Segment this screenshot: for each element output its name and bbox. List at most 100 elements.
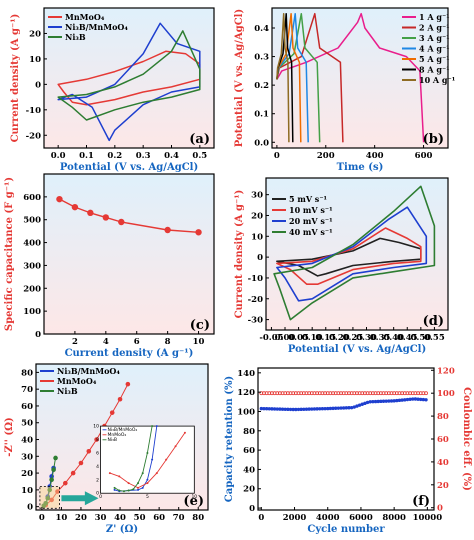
legend-label-a: Ni₃B/MnMoO₄ [65, 22, 128, 32]
x-tick-label-c: 8 [165, 337, 171, 347]
y-tick-label-e: 80 [21, 368, 33, 378]
x-tick-label-b: 600 [415, 151, 433, 161]
legend-label-b: 1 A g⁻¹ [419, 12, 450, 22]
x-tick-label-b: 400 [366, 151, 384, 161]
capacitance-point-c [56, 195, 63, 203]
retention-point-f [275, 407, 279, 411]
inset-point [146, 478, 149, 481]
retention-point-f [419, 397, 423, 402]
retention-point-f [310, 407, 314, 411]
legend-label-e: Ni₃B [57, 386, 78, 396]
inset-point [122, 490, 125, 493]
y2-tick-label-f: 100 [437, 389, 455, 399]
capacitance-point-c [164, 226, 171, 234]
y-tick-label-d: 30 [251, 191, 263, 201]
retention-point-f [395, 398, 399, 403]
retention-point-f [397, 398, 402, 403]
x-tick-label-d: 0.30 [356, 333, 377, 343]
nyquist-point-e [45, 495, 51, 501]
retention-point-f [357, 403, 362, 407]
nyquist-point-e [47, 487, 52, 493]
capacitance-point-c [87, 209, 94, 217]
x-axis-title-d: Potential (V vs. Ag/AgCl) [288, 344, 426, 355]
y-tick-label-e: 70 [21, 385, 33, 395]
panel-letter-b: (b) [423, 132, 444, 147]
inset-point [151, 458, 154, 461]
retention-point-f [408, 397, 412, 401]
inset-y-tick-label: 6 [96, 450, 99, 456]
retention-point-f [365, 400, 370, 405]
retention-point-f [270, 407, 274, 411]
retention-point-f [389, 399, 394, 403]
retention-point-f [424, 398, 428, 402]
plot-background-b [272, 8, 448, 148]
nyquist-point-e [70, 470, 76, 476]
x-tick-label-e: 0 [39, 513, 45, 523]
inset-point [137, 486, 140, 489]
gcd-curve-b [276, 12, 290, 143]
nyquist-point-e [55, 489, 60, 494]
x-tick-label-d: 0.10 [302, 333, 323, 343]
capacitance-point-c [71, 203, 79, 211]
y-tick-label-f: 40 [243, 465, 255, 475]
y-tick-label-f: 100 [237, 407, 255, 417]
nyquist-point-e [63, 480, 68, 486]
legend-label-d: 5 mV s⁻¹ [289, 194, 327, 204]
y-tick-label-f: 20 [243, 485, 255, 495]
inset-point [155, 425, 158, 428]
inset-point [132, 488, 135, 491]
retention-point-f [262, 406, 266, 411]
x-axis-title-a: Potential (V vs. Ag/AgCl) [60, 162, 198, 173]
x-tick-label-e: 30 [95, 513, 107, 523]
x-tick-label-f: 8000 [382, 513, 406, 523]
capacitance-point-c [118, 218, 125, 226]
inset-x-tick-label: 0 [99, 494, 102, 500]
nyquist-point-e [78, 460, 84, 466]
x-tick-label-c: 6 [134, 337, 140, 347]
plot-background-a [44, 8, 214, 148]
y2-tick-label-f: 60 [437, 435, 449, 445]
retention-point-f [360, 402, 364, 406]
x-tick-label-d: -0.05 [259, 333, 283, 343]
retention-point-f [318, 407, 322, 411]
x-tick-label-e: 60 [153, 513, 165, 523]
x-tick-label-f: 10000 [413, 513, 443, 523]
cv-scan-curve-d [273, 185, 436, 321]
inset-point [146, 482, 149, 485]
inset-point [151, 425, 154, 428]
x-tick-label-a: 0.2 [107, 151, 122, 161]
retention-point-f [294, 407, 298, 412]
y2-tick-label-f: 120 [437, 366, 455, 376]
legend-label-a: Ni₃B [65, 32, 86, 42]
retention-point-f [379, 399, 383, 404]
retention-point-f [392, 399, 396, 403]
legend-label-d: 40 mV s⁻¹ [289, 227, 333, 237]
inset-y-tick-label: 10 [93, 424, 99, 430]
zoom-arrow [61, 491, 99, 506]
y-tick-label-c: 500 [23, 216, 41, 226]
y-tick-label-e: 30 [21, 452, 33, 462]
legend-label-e: Ni₃B/MnMoO₄ [57, 366, 120, 376]
retention-point-f [344, 406, 349, 410]
retention-point-f [291, 407, 295, 412]
y-tick-label-b: 0.2 [254, 81, 269, 91]
x-tick-label-d: 0.20 [329, 333, 350, 343]
panel-letter-a: (a) [189, 132, 210, 147]
y-tick-label-a: -20 [26, 131, 41, 141]
x-tick-label-b: 200 [317, 151, 335, 161]
inset-point [141, 472, 144, 475]
retention-point-f [299, 407, 303, 412]
retention-point-f [302, 407, 306, 411]
y2-axis-title-f: Coulombic eff. (%) [461, 387, 472, 491]
y-axis-title-c: Specific capacitance (F g⁻¹) [4, 177, 15, 331]
inset-y-tick-label: 0 [96, 491, 99, 497]
x-tick-label-f: 2000 [283, 513, 307, 523]
retention-point-f [352, 405, 357, 409]
retention-point-f [371, 399, 375, 404]
y-tick-label-c: 100 [23, 307, 41, 317]
y2-tick-label-f: 40 [437, 458, 449, 468]
nyquist-point-e [117, 396, 123, 402]
retention-point-f [328, 406, 333, 411]
plot-frame-f [257, 367, 435, 511]
